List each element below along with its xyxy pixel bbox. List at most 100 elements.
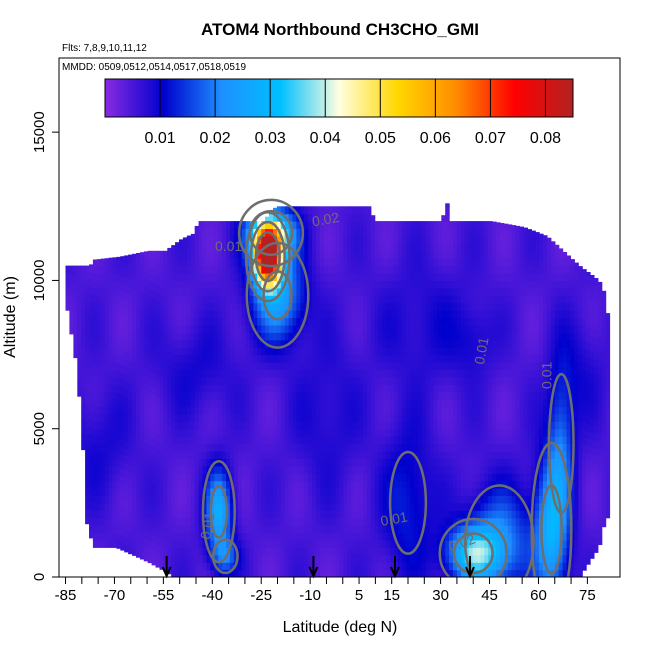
heatmap-cell xyxy=(163,423,168,432)
heatmap-cell xyxy=(417,517,423,526)
heatmap-cell xyxy=(288,473,294,482)
heatmap-cell xyxy=(241,273,247,281)
heatmap-cell xyxy=(257,488,262,496)
heatmap-cell xyxy=(343,347,348,356)
heatmap-cell xyxy=(339,436,344,445)
heatmap-cell xyxy=(171,249,176,258)
heatmap-cell xyxy=(300,451,305,459)
heatmap-cell xyxy=(406,317,411,326)
heatmap-cell xyxy=(265,243,270,252)
heatmap-cell xyxy=(394,362,399,370)
heatmap-cell xyxy=(398,428,403,437)
heatmap-cell xyxy=(186,310,192,319)
heatmap-cell xyxy=(296,539,301,548)
heatmap-cell xyxy=(300,443,305,452)
heatmap-cell xyxy=(468,228,474,237)
heatmap-cell xyxy=(132,414,137,423)
heatmap-cell xyxy=(429,265,434,274)
heatmap-cell xyxy=(89,293,94,302)
heatmap-cell xyxy=(468,539,474,548)
heatmap-cell xyxy=(433,406,438,415)
heatmap-cell xyxy=(335,287,341,296)
heatmap-cell xyxy=(163,497,168,506)
heatmap-cell xyxy=(445,258,450,267)
heatmap-cell xyxy=(410,265,415,274)
heatmap-cell xyxy=(241,243,247,252)
heatmap-cell xyxy=(456,287,462,296)
heatmap-cell xyxy=(378,324,384,333)
heatmap-cell xyxy=(116,256,121,260)
heatmap-cell xyxy=(468,243,474,252)
heatmap-cell xyxy=(316,391,321,400)
heatmap-cell xyxy=(480,525,485,534)
heatmap-cell xyxy=(276,339,282,348)
heatmap-cell xyxy=(96,473,102,482)
heatmap-cell xyxy=(143,293,149,302)
heatmap-cell xyxy=(222,399,227,408)
heatmap-cell xyxy=(449,310,454,319)
heatmap-cell xyxy=(312,532,317,541)
heatmap-cell xyxy=(437,273,442,281)
heatmap-cell xyxy=(182,436,188,445)
heatmap-cell xyxy=(484,525,489,534)
heatmap-cell xyxy=(96,265,102,274)
heatmap-cell xyxy=(182,547,188,556)
heatmap-cell xyxy=(222,532,227,541)
heatmap-cell xyxy=(249,502,254,511)
heatmap-cell xyxy=(339,473,344,482)
heatmap-cell xyxy=(366,376,372,385)
heatmap-cell xyxy=(366,332,372,341)
heatmap-cell xyxy=(284,569,290,577)
heatmap-cell xyxy=(363,332,368,341)
heatmap-cell xyxy=(292,280,297,289)
heatmap-cell xyxy=(175,539,180,548)
heatmap-cell xyxy=(331,391,337,400)
heatmap-cell xyxy=(175,242,180,244)
heatmap-cell xyxy=(449,384,454,393)
heatmap-cell xyxy=(441,421,446,430)
heatmap-cell xyxy=(323,525,329,534)
heatmap-cell xyxy=(378,436,384,445)
heatmap-cell xyxy=(374,354,380,363)
heatmap-cell xyxy=(378,362,384,370)
heatmap-cell xyxy=(476,399,481,408)
heatmap-cell xyxy=(249,539,254,548)
heatmap-cell xyxy=(186,525,192,534)
heatmap-cell xyxy=(319,339,325,348)
heatmap-cell xyxy=(120,357,125,366)
heatmap-cell xyxy=(394,354,399,363)
heatmap-cell xyxy=(206,525,211,534)
heatmap-cell xyxy=(296,221,301,230)
heatmap-cell xyxy=(77,270,82,278)
heatmap-cell xyxy=(296,354,301,363)
heatmap-cell xyxy=(488,376,493,385)
heatmap-cell xyxy=(288,354,294,363)
heatmap-cell xyxy=(108,258,114,267)
heatmap-cell xyxy=(296,517,301,526)
heatmap-cell xyxy=(112,391,117,400)
heatmap-cell xyxy=(476,391,481,400)
heatmap-cell xyxy=(410,339,415,348)
heatmap-cell xyxy=(437,532,442,541)
heatmap-cell xyxy=(456,473,462,482)
heatmap-cell xyxy=(476,384,481,393)
heatmap-cell xyxy=(390,465,395,474)
heatmap-cell xyxy=(429,369,434,378)
heatmap-cell xyxy=(206,391,211,400)
heatmap-cell xyxy=(167,499,172,508)
heatmap-cell xyxy=(421,310,427,319)
heatmap-cell xyxy=(288,362,294,370)
heatmap-cell xyxy=(316,332,321,341)
heatmap-cell xyxy=(441,258,446,267)
heatmap-cell xyxy=(370,376,376,385)
heatmap-cell xyxy=(182,465,188,474)
heatmap-cell xyxy=(312,473,317,482)
heatmap-cell xyxy=(316,554,321,563)
heatmap-cell xyxy=(108,265,114,274)
heatmap-cell xyxy=(323,221,329,230)
heatmap-cell xyxy=(402,347,407,356)
heatmap-cell xyxy=(425,243,431,252)
heatmap-cell xyxy=(476,317,481,326)
heatmap-cell xyxy=(190,339,196,348)
heatmap-cell xyxy=(273,265,278,274)
